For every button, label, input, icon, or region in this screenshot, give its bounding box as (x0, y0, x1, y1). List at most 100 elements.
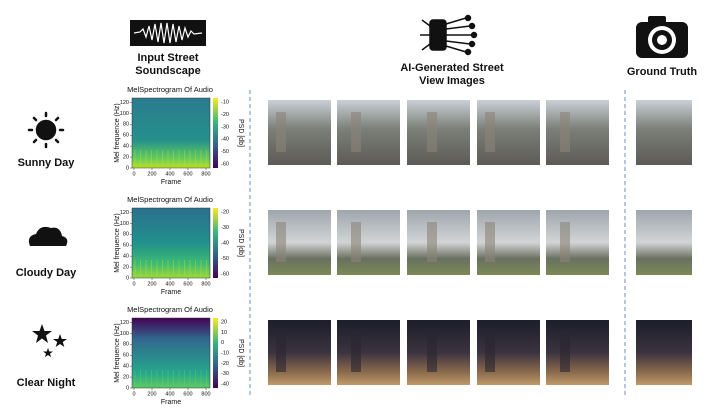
x-tick-label: 0 (132, 171, 135, 177)
x-tick-label: 600 (183, 391, 192, 397)
header-input: Soundscape (135, 65, 200, 77)
image-detail (276, 112, 286, 152)
generated-image (407, 320, 470, 385)
y-tick-label: 0 (126, 165, 129, 171)
x-tick-label: 0 (132, 281, 135, 287)
ground-truth-image (636, 210, 692, 275)
camera-icon (636, 16, 688, 58)
x-tick-label: 400 (165, 171, 174, 177)
colorbar (213, 318, 218, 388)
network-icon (420, 14, 478, 56)
stars-icon (32, 324, 67, 358)
y-tick-label: 0 (126, 275, 129, 281)
generated-image (337, 100, 400, 165)
generated-image (337, 210, 400, 275)
y-tick-label: 20 (123, 265, 129, 271)
colorbar-tick-label: -10 (221, 99, 229, 105)
image-detail (427, 332, 437, 372)
generated-image (337, 320, 400, 385)
header-input: Input Street (137, 52, 198, 64)
row-label: Cloudy Day (16, 267, 77, 279)
spectrogram (131, 97, 211, 169)
generated-image (546, 100, 609, 165)
y-axis-label: Mel frequence (Hz) (114, 213, 121, 273)
y-tick-label: 60 (123, 243, 129, 249)
colorbar-tick-label: -40 (221, 381, 229, 387)
spectrogram-title: MelSpectrogram Of Audio (127, 195, 213, 204)
y-tick-label: 40 (123, 144, 129, 150)
header-generated: AI-Generated Street (400, 62, 504, 74)
y-axis-label: Mel frequence (Hz) (114, 103, 121, 163)
spectrogram (131, 207, 211, 279)
x-tick-label: 600 (183, 281, 192, 287)
colorbar-tick-label: 10 (221, 330, 227, 336)
colorbar-tick-label: -10 (221, 350, 229, 356)
x-axis-label: Frame (161, 289, 181, 296)
row-label: Sunny Day (18, 157, 76, 169)
colorbar (213, 208, 218, 278)
x-axis-label: Frame (161, 399, 181, 406)
y-tick-label: 80 (123, 232, 129, 238)
colorbar-tick-label: -50 (221, 256, 229, 262)
y-tick-label: 40 (123, 254, 129, 260)
colorbar-tick-label: 20 (221, 319, 227, 325)
image-detail (427, 222, 437, 262)
image-detail (351, 332, 361, 372)
y-tick-label: 120 (120, 210, 129, 216)
y-tick-label: 80 (123, 342, 129, 348)
colorbar-label: PSD [db] (237, 119, 244, 147)
image-detail (276, 222, 286, 262)
header-generated: View Images (419, 75, 485, 87)
x-tick-label: 400 (165, 391, 174, 397)
x-axis-label: Frame (161, 179, 181, 186)
y-tick-label: 100 (120, 331, 129, 337)
image-detail (485, 222, 495, 262)
x-tick-label: 200 (147, 281, 156, 287)
sun-icon (27, 111, 65, 149)
y-tick-label: 20 (123, 155, 129, 161)
cloud-icon (28, 226, 68, 246)
generated-image (407, 100, 470, 165)
colorbar (213, 98, 218, 168)
x-tick-label: 200 (147, 171, 156, 177)
colorbar-label: PSD [db] (237, 339, 244, 367)
generated-image (407, 210, 470, 275)
generated-image (546, 320, 609, 385)
x-tick-label: 0 (132, 391, 135, 397)
image-detail (560, 222, 570, 262)
generated-image (546, 210, 609, 275)
colorbar-tick-label: -60 (221, 161, 229, 167)
colorbar-tick-label: -50 (221, 149, 229, 155)
waveform-icon (130, 20, 206, 46)
spectrogram-title: MelSpectrogram Of Audio (127, 305, 213, 314)
image-detail (560, 332, 570, 372)
spectrogram-title: MelSpectrogram Of Audio (127, 85, 213, 94)
x-tick-label: 600 (183, 171, 192, 177)
image-detail (485, 112, 495, 152)
y-tick-label: 120 (120, 320, 129, 326)
y-tick-label: 40 (123, 364, 129, 370)
colorbar-tick-label: -30 (221, 225, 229, 231)
image-detail (485, 332, 495, 372)
y-tick-label: 60 (123, 133, 129, 139)
image-detail (276, 332, 286, 372)
colorbar-tick-label: -40 (221, 240, 229, 246)
x-tick-label: 800 (201, 391, 210, 397)
image-detail (351, 222, 361, 262)
y-tick-label: 0 (126, 385, 129, 391)
image-detail (427, 112, 437, 152)
colorbar-tick-label: -30 (221, 371, 229, 377)
colorbar-tick-label: -20 (221, 361, 229, 367)
y-tick-label: 120 (120, 100, 129, 106)
colorbar-tick-label: -60 (221, 271, 229, 277)
y-tick-label: 60 (123, 353, 129, 359)
spectrogram (131, 317, 211, 389)
ground-truth-image (636, 320, 692, 385)
image-detail (351, 112, 361, 152)
image-detail (560, 112, 570, 152)
ground-truth-image (636, 100, 692, 165)
x-tick-label: 800 (201, 281, 210, 287)
colorbar-tick-label: -30 (221, 124, 229, 130)
x-tick-label: 800 (201, 171, 210, 177)
